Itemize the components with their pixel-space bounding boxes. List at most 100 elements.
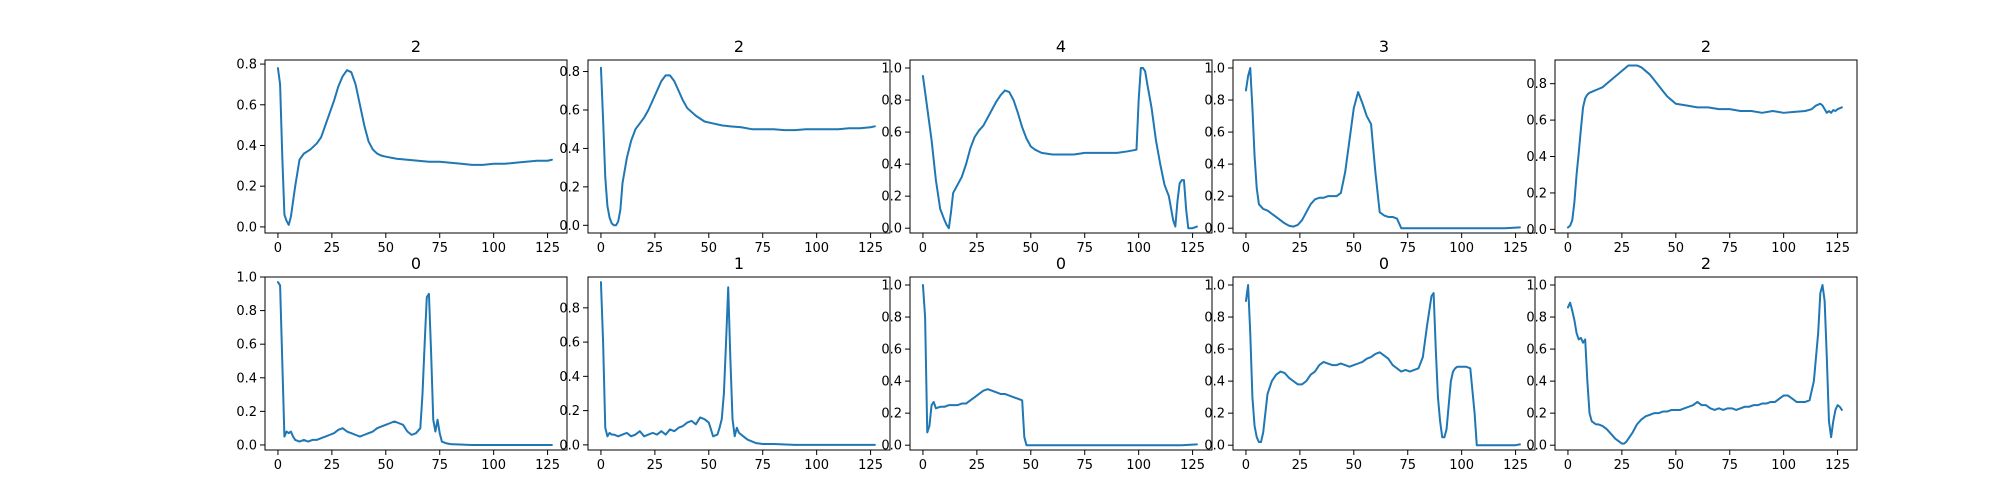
x-tick-label: 25: [969, 241, 986, 256]
series-line: [921, 284, 1198, 447]
series-line: [276, 67, 553, 226]
subplot-title: 0: [1056, 254, 1066, 273]
x-tick-label: 125: [1825, 458, 1850, 473]
y-tick-label: 0.6: [559, 103, 580, 118]
y-tick-label: 0.0: [1526, 439, 1547, 454]
subplot-title: 4: [1056, 37, 1066, 56]
subplot-title: 0: [1379, 254, 1389, 273]
series-line: [276, 281, 553, 446]
subplot-1: 2 0 25 50 75 100 125 0.0 0.2 0.4 0.6 0.8: [559, 37, 891, 256]
y-tick-label: 0.4: [559, 370, 580, 385]
y-tick-label: 0.2: [559, 404, 580, 419]
x-tick-label: 25: [1292, 241, 1309, 256]
x-tick-label: 50: [701, 458, 718, 473]
x-tick-label: 0: [274, 241, 282, 256]
x-tick-label: 0: [1242, 241, 1250, 256]
subplot-0: 2 0 25 50 75 100 125 0.0 0.2 0.4 0.6 0.8: [236, 37, 568, 256]
y-tick-label: 0.2: [1526, 407, 1547, 422]
x-tick-label: 100: [1126, 241, 1151, 256]
subplot-title: 0: [411, 254, 421, 273]
x-tick-label: 50: [1346, 241, 1363, 256]
y-tick-label: 1.0: [881, 279, 902, 294]
series-line: [599, 66, 876, 227]
subplot-title: 3: [1379, 37, 1389, 56]
x-tick-label: 75: [754, 241, 771, 256]
y-tick-label: 0.8: [1526, 77, 1547, 92]
x-tick-label: 25: [324, 458, 341, 473]
y-tick-label: 0.4: [236, 371, 257, 386]
x-tick-label: 50: [1023, 241, 1040, 256]
y-tick-label: 0.2: [1526, 186, 1547, 201]
y-tick-label: 0.2: [881, 190, 902, 205]
axes-frame: [1232, 276, 1536, 451]
x-tick-label: 50: [1668, 241, 1685, 256]
y-tick-label: 0.8: [236, 304, 257, 319]
axes-frame: [1232, 59, 1536, 234]
x-tick-label: 0: [919, 241, 927, 256]
series-line: [921, 67, 1198, 230]
y-tick-label: 0.0: [236, 438, 257, 453]
y-tick-label: 0.8: [559, 65, 580, 80]
y-tick-label: 0.8: [236, 58, 257, 73]
y-tick-label: 1.0: [1204, 279, 1225, 294]
y-tick-label: 0.6: [1526, 114, 1547, 129]
x-tick-label: 25: [647, 458, 664, 473]
x-tick-label: 100: [1126, 458, 1151, 473]
x-tick-label: 25: [1614, 458, 1631, 473]
x-tick-label: 0: [1564, 241, 1572, 256]
y-tick-label: 0.2: [236, 405, 257, 420]
y-tick-label: 0.2: [236, 180, 257, 195]
y-tick-label: 0.8: [559, 301, 580, 316]
x-tick-label: 125: [1825, 241, 1850, 256]
y-tick-label: 1.0: [1526, 279, 1547, 294]
x-tick-label: 0: [597, 458, 605, 473]
subplot-4: 2 0 25 50 75 100 125 0.0 0.2 0.4 0.6 0.8: [1526, 37, 1858, 256]
axes-frame: [264, 276, 568, 451]
y-tick-label: 0.0: [1204, 439, 1225, 454]
x-tick-label: 50: [1023, 458, 1040, 473]
x-tick-label: 75: [431, 458, 448, 473]
subplot-8: 0 0 25 50 75 100 125 0.0 0.2 0.4 0.6 0.8 1.0: [1204, 254, 1536, 473]
y-tick-label: 0.6: [1526, 343, 1547, 358]
y-tick-label: 0.8: [1204, 94, 1225, 109]
x-tick-label: 75: [1399, 241, 1416, 256]
x-tick-label: 25: [324, 241, 341, 256]
y-tick-label: 0.8: [1526, 311, 1547, 326]
x-tick-label: 75: [754, 458, 771, 473]
x-tick-label: 75: [1399, 458, 1416, 473]
subplot-title: 2: [734, 37, 744, 56]
axes-frame: [264, 59, 568, 234]
x-tick-label: 25: [647, 241, 664, 256]
x-tick-label: 0: [1242, 458, 1250, 473]
y-tick-label: 0.4: [236, 139, 257, 154]
y-tick-label: 0.6: [236, 98, 257, 113]
x-tick-label: 75: [1076, 458, 1093, 473]
x-tick-label: 25: [1614, 241, 1631, 256]
y-tick-label: 1.0: [236, 271, 257, 286]
x-tick-label: 75: [1076, 241, 1093, 256]
subplot-7: 0 0 25 50 75 100 125 0.0 0.2 0.4 0.6 0.8 1.0: [881, 254, 1213, 473]
x-tick-label: 25: [1292, 458, 1309, 473]
axes-frame: [909, 276, 1213, 451]
y-tick-label: 0.6: [1204, 343, 1225, 358]
y-tick-label: 1.0: [881, 62, 902, 77]
y-tick-label: 0.4: [1204, 158, 1225, 173]
axes-frame: [1554, 59, 1858, 234]
y-tick-label: 0.4: [559, 142, 580, 157]
x-tick-label: 100: [1771, 458, 1796, 473]
x-tick-label: 75: [1721, 458, 1738, 473]
y-tick-label: 0.6: [559, 336, 580, 351]
x-tick-label: 100: [481, 241, 506, 256]
subplot-9: 2 0 25 50 75 100 125 0.0 0.2 0.4 0.6 0.8 1.0: [1526, 254, 1858, 473]
y-tick-label: 0.6: [881, 343, 902, 358]
y-tick-label: 0.0: [1204, 222, 1225, 237]
x-tick-label: 125: [1180, 458, 1205, 473]
subplot-6: 1 0 25 50 75 100 125 0.0 0.2 0.4 0.6 0.8: [559, 254, 891, 473]
x-tick-label: 50: [378, 458, 395, 473]
y-tick-label: 1.0: [1204, 62, 1225, 77]
y-tick-label: 0.4: [881, 158, 902, 173]
y-tick-label: 0.2: [1204, 190, 1225, 205]
x-tick-label: 0: [1564, 458, 1572, 473]
series-line: [1566, 64, 1843, 229]
